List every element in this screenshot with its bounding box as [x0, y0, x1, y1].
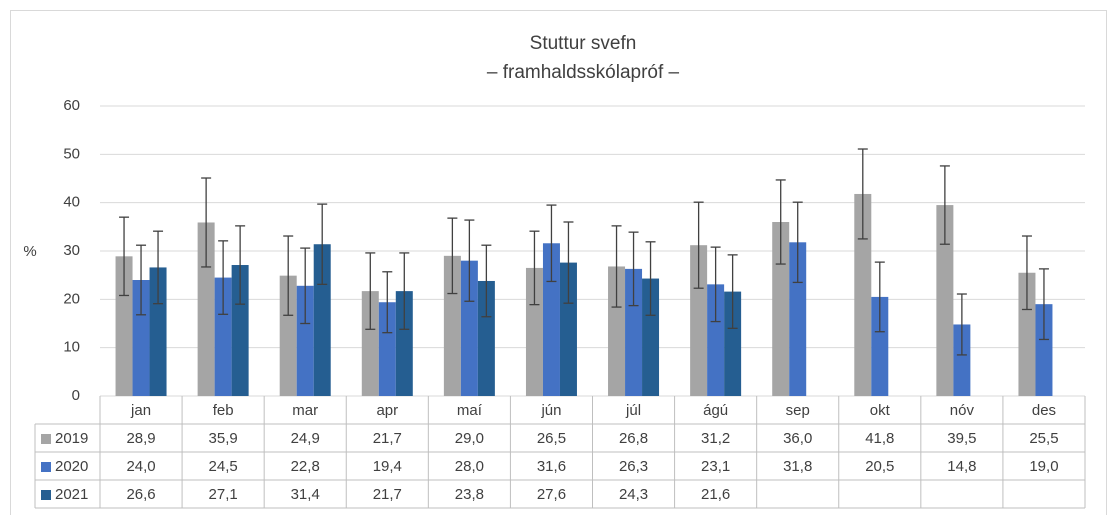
- table-cell: 23,1: [701, 458, 730, 475]
- bar: [443, 255, 461, 396]
- table-cell: 36,0: [783, 430, 812, 447]
- x-tick-label: jún: [540, 402, 561, 419]
- legend-label: 2019: [55, 430, 88, 447]
- table-cell: 24,9: [291, 430, 320, 447]
- bar: [115, 256, 133, 396]
- legend-swatch: [41, 434, 51, 444]
- table-cell: 26,8: [619, 430, 648, 447]
- bar: [395, 291, 413, 396]
- table-cell: 24,5: [209, 458, 238, 475]
- table-cell: 21,7: [373, 430, 402, 447]
- y-tick-label: 30: [63, 242, 80, 259]
- bar: [789, 242, 807, 396]
- legend-label: 2020: [55, 458, 88, 475]
- x-tick-label: sep: [786, 402, 810, 419]
- bar: [1035, 304, 1053, 396]
- table-cell: 27,1: [209, 486, 238, 503]
- x-tick-label: apr: [376, 402, 398, 419]
- table-cell: 29,0: [455, 430, 484, 447]
- table-cell: 27,6: [537, 486, 566, 503]
- table-cell: 41,8: [865, 430, 894, 447]
- table-cell: 35,9: [209, 430, 238, 447]
- table-cell: 25,5: [1029, 430, 1058, 447]
- y-tick-label: 0: [72, 387, 80, 404]
- y-tick-label: 20: [63, 290, 80, 307]
- bar: [642, 278, 660, 396]
- y-axis-label: %: [23, 243, 36, 260]
- table-cell: 26,3: [619, 458, 648, 475]
- x-tick-label: mar: [292, 402, 318, 419]
- bar: [953, 324, 971, 396]
- bar: [525, 267, 543, 396]
- bar: [296, 285, 314, 396]
- x-tick-label: nóv: [950, 402, 975, 419]
- bar: [313, 244, 331, 396]
- x-tick-label: jan: [130, 402, 151, 419]
- bar: [197, 222, 215, 396]
- bar: [460, 260, 478, 396]
- y-tick-label: 50: [63, 145, 80, 162]
- bar: [936, 205, 954, 396]
- legend-swatch: [41, 490, 51, 500]
- legend-label: 2021: [55, 486, 88, 503]
- table-cell: 31,4: [291, 486, 320, 503]
- table-cell: 14,8: [947, 458, 976, 475]
- table-cell: 20,5: [865, 458, 894, 475]
- bar: [279, 275, 297, 396]
- table-cell: 19,0: [1029, 458, 1058, 475]
- bar: [378, 302, 396, 396]
- bar: [625, 268, 643, 396]
- x-tick-label: ágú: [703, 402, 728, 419]
- legend-swatch: [41, 462, 51, 472]
- bar: [1018, 272, 1036, 396]
- bar: [854, 193, 872, 396]
- table-cell: 22,8: [291, 458, 320, 475]
- bar: [214, 277, 232, 396]
- bar: [477, 280, 495, 396]
- bar: [149, 267, 167, 396]
- bar: [772, 222, 790, 396]
- bar: [608, 266, 626, 396]
- chart-title: Stuttur svefn: [530, 33, 637, 54]
- x-tick-label: okt: [870, 402, 891, 419]
- table-cell: 24,3: [619, 486, 648, 503]
- table-cell: 31,2: [701, 430, 730, 447]
- x-tick-label: des: [1032, 402, 1056, 419]
- bar: [707, 284, 725, 396]
- table-cell: 39,5: [947, 430, 976, 447]
- table-cell: 26,5: [537, 430, 566, 447]
- y-tick-label: 10: [63, 339, 80, 356]
- bar: [231, 265, 249, 396]
- x-tick-label: feb: [213, 402, 234, 419]
- table-cell: 23,8: [455, 486, 484, 503]
- table-cell: 21,7: [373, 486, 402, 503]
- table-cell: 31,6: [537, 458, 566, 475]
- bar: [132, 280, 150, 396]
- table-cell: 21,6: [701, 486, 730, 503]
- bar: [724, 291, 742, 396]
- table-cell: 31,8: [783, 458, 812, 475]
- table-cell: 24,0: [126, 458, 155, 475]
- y-tick-label: 40: [63, 194, 80, 211]
- table-cell: 28,9: [126, 430, 155, 447]
- chart-subtitle: – framhaldsskólapróf –: [487, 62, 680, 83]
- y-tick-label: 60: [63, 97, 80, 114]
- bar: [871, 296, 889, 396]
- chart-border: [10, 10, 1107, 515]
- table-cell: 19,4: [373, 458, 402, 475]
- table-cell: 28,0: [455, 458, 484, 475]
- table-cell: 26,6: [126, 486, 155, 503]
- x-tick-label: maí: [457, 402, 483, 419]
- bar: [361, 291, 379, 396]
- bar: [690, 245, 708, 396]
- x-tick-label: júl: [625, 402, 641, 419]
- bar: [559, 262, 577, 396]
